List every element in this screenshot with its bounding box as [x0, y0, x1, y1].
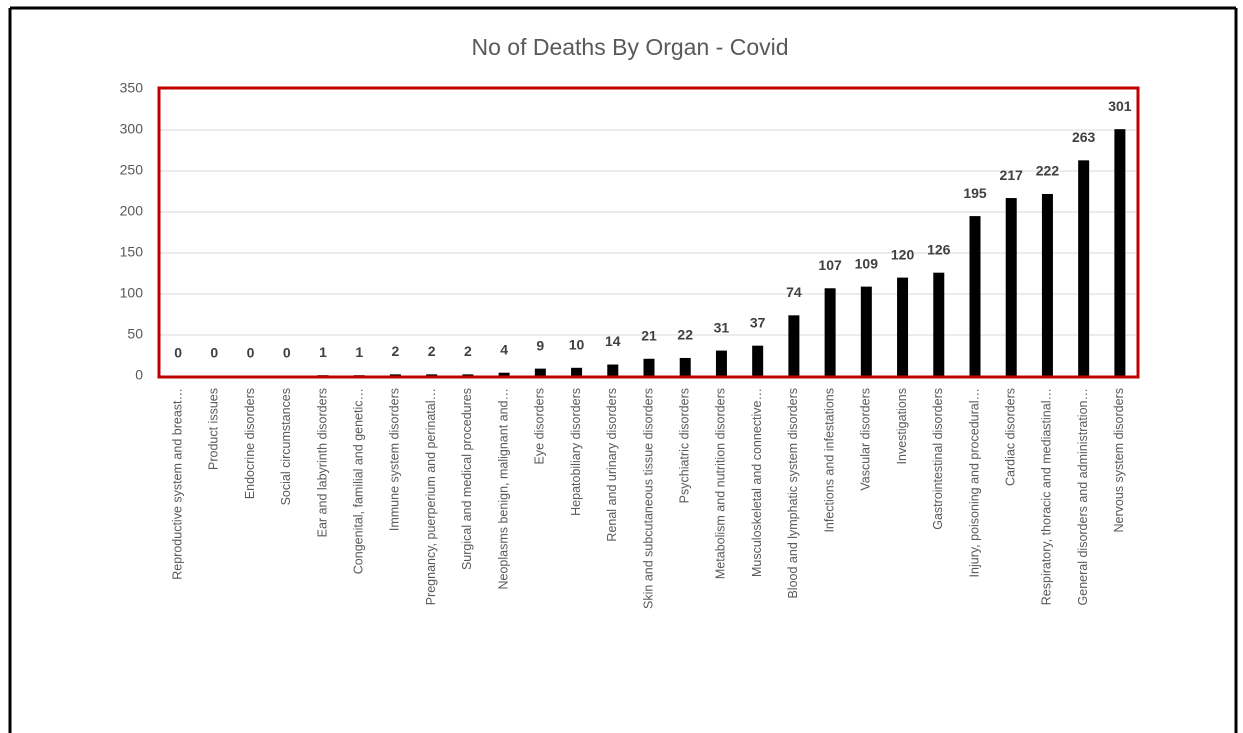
data-label: 222 — [1036, 163, 1060, 179]
x-tick-label: Reproductive system and breast… — [170, 388, 184, 580]
data-label: 2 — [464, 343, 472, 359]
bar — [715, 350, 727, 376]
data-label: 31 — [714, 319, 730, 335]
bar — [897, 277, 909, 376]
data-label: 0 — [247, 345, 255, 361]
data-label: 10 — [569, 337, 585, 353]
data-label: 195 — [963, 185, 987, 201]
bar — [933, 272, 945, 376]
x-tick-label: Injury, poisoning and procedural… — [967, 388, 981, 577]
y-tick-label: 350 — [120, 80, 144, 96]
x-tick-label: Renal and urinary disorders — [605, 388, 619, 542]
x-tick-label: Infections and infestations — [822, 388, 836, 533]
data-label: 14 — [605, 333, 621, 349]
data-label: 2 — [392, 343, 400, 359]
x-tick-label: Nervous system disorders — [1112, 388, 1126, 533]
bar — [788, 315, 800, 376]
x-tick-label: Blood and lymphatic system disorders — [786, 388, 800, 599]
x-tick-label: Hepatobiliary disorders — [569, 388, 583, 516]
x-tick-label: Endocrine disorders — [243, 388, 257, 499]
data-label: 74 — [786, 284, 802, 300]
x-tick-label: Product issues — [207, 388, 221, 470]
x-tick-label: Neoplasms benign, malignant and… — [496, 388, 510, 590]
bar — [1114, 129, 1126, 376]
data-label: 22 — [677, 327, 693, 343]
data-label: 9 — [536, 337, 544, 353]
bar — [679, 357, 691, 376]
x-tick-label: Respiratory, thoracic and mediastinal… — [1040, 388, 1054, 605]
x-tick-label: General disorders and administration… — [1076, 388, 1090, 605]
data-label: 0 — [283, 345, 291, 361]
y-tick-label: 150 — [120, 244, 144, 260]
bar — [752, 345, 764, 376]
data-label: 301 — [1108, 98, 1132, 114]
x-tick-label: Gastrointestinal disorders — [931, 388, 945, 530]
data-label: 21 — [641, 327, 657, 343]
x-tick-label: Skin and subcutaneous tissue disorders — [641, 388, 655, 609]
y-tick-label: 0 — [135, 367, 143, 383]
bar — [498, 372, 510, 376]
bar — [426, 374, 438, 376]
data-label: 120 — [891, 246, 915, 262]
bar — [534, 368, 546, 376]
chart-title: No of Deaths By Organ - Covid — [471, 34, 788, 60]
bar — [571, 367, 583, 376]
data-label: 1 — [355, 344, 363, 360]
data-label: 107 — [818, 257, 842, 273]
data-label: 2 — [428, 343, 436, 359]
x-tick-label: Metabolism and nutrition disorders — [714, 388, 728, 579]
y-tick-label: 300 — [120, 121, 144, 137]
bar — [462, 374, 474, 376]
bar — [1041, 193, 1053, 376]
x-tick-label: Cardiac disorders — [1004, 388, 1018, 486]
x-tick-label: Investigations — [895, 388, 909, 464]
data-label: 263 — [1072, 129, 1096, 145]
highlight-box — [157, 86, 1140, 379]
x-tick-label: Surgical and medical procedures — [460, 388, 474, 570]
data-label: 0 — [210, 345, 218, 361]
bar — [969, 216, 981, 376]
bar — [643, 358, 655, 376]
y-tick-label: 100 — [120, 285, 144, 301]
data-label: 217 — [1000, 167, 1024, 183]
x-tick-label: Psychiatric disorders — [678, 388, 692, 503]
bar — [389, 374, 401, 376]
x-tick-label: Vascular disorders — [859, 388, 873, 491]
data-label: 109 — [855, 255, 879, 271]
y-tick-label: 200 — [120, 203, 144, 219]
bar — [1078, 160, 1090, 376]
x-tick-label: Ear and labyrinth disorders — [315, 388, 329, 537]
bar — [1005, 198, 1017, 376]
x-tick-label: Pregnancy, puerperium and perinatal… — [424, 388, 438, 605]
bar — [824, 288, 836, 376]
data-label: 126 — [927, 241, 951, 257]
x-tick-label: Musculoskeletal and connective… — [750, 388, 764, 577]
data-label: 37 — [750, 314, 766, 330]
data-label: 0 — [174, 345, 182, 361]
data-label: 1 — [319, 344, 327, 360]
x-tick-label: Eye disorders — [533, 388, 547, 464]
data-label: 4 — [500, 341, 508, 357]
y-tick-label: 250 — [120, 162, 144, 178]
x-tick-label: Congenital, familial and genetic… — [352, 388, 366, 574]
bar — [607, 364, 619, 376]
x-tick-label: Social circumstances — [279, 388, 293, 505]
bar — [860, 286, 872, 376]
y-tick-label: 50 — [127, 326, 143, 342]
x-tick-label: Immune system disorders — [388, 388, 402, 531]
